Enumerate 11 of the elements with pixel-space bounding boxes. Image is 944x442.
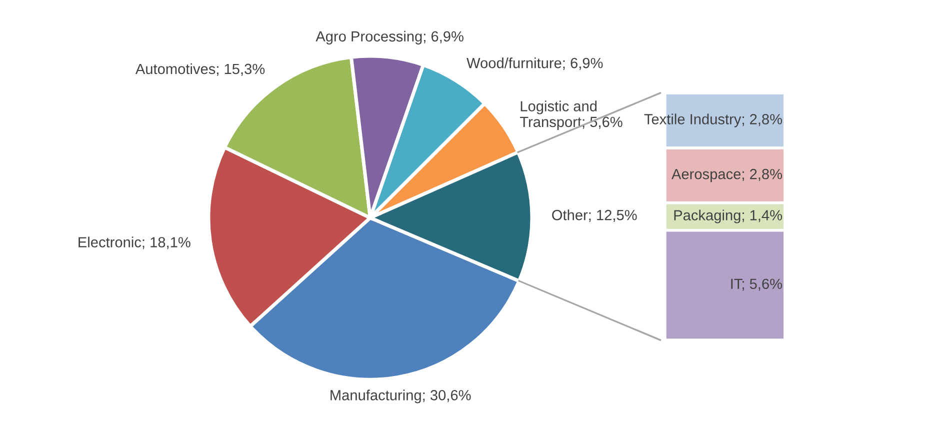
slice-label: Automotives; 15,3% <box>135 63 265 76</box>
data-label: IT; 5,6% <box>731 278 782 291</box>
slice-label: Manufacturing; 30,6% <box>330 390 471 404</box>
data-label: Textile Industry; 2,8% <box>644 114 782 128</box>
data-label: Packaging; 1,4% <box>674 210 782 224</box>
slice-label: Electronic; 18,1% <box>78 236 190 250</box>
slice-label: Logistic and Transport; 5,6% <box>520 100 622 130</box>
data-label: Aerospace; 2,8% <box>672 168 782 182</box>
slice-label: Wood/furniture; 6,9% <box>466 58 603 70</box>
slice-label: Agro Processing; 6,9% <box>316 30 464 44</box>
slice-label: Other; 12,5% <box>552 210 637 222</box>
